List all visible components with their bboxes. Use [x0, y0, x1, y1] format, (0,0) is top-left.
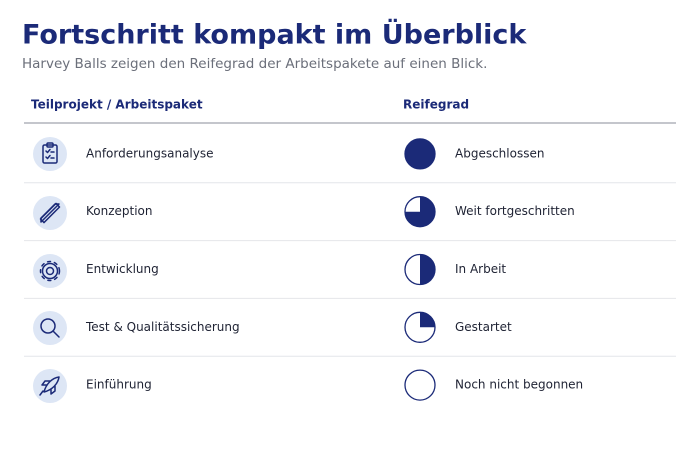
icon-badge: [33, 196, 67, 230]
work-package: Test & Qualitätssicherung: [85, 320, 240, 334]
title: Fortschritt kompakt im Überblick: [22, 18, 527, 51]
column-header: Teilprojekt / Arbeitspaket: [31, 98, 203, 112]
rows: Anforderungsanalyse Abgeschlossen Konzepti…: [24, 138, 676, 401]
subtitle: Harvey Balls zeigen den Reifegrad der Ar…: [22, 56, 487, 72]
status-label: Gestartet: [455, 320, 512, 334]
status-label: Weit fortgeschritten: [455, 204, 575, 218]
icon-badge: [33, 254, 67, 288]
status-label: Abgeschlossen: [455, 146, 544, 160]
icon-badge: [33, 311, 67, 345]
status-label: In Arbeit: [455, 262, 506, 276]
work-package: Einführung: [86, 378, 152, 392]
harvey-fill: [405, 196, 436, 227]
harvey-fill: [420, 254, 436, 285]
work-package: Entwicklung: [86, 262, 159, 276]
harvey-fill: [420, 312, 435, 328]
column-header: Reifegrad: [403, 98, 469, 112]
work-package: Konzeption: [86, 204, 153, 218]
harvey-ball: [404, 138, 436, 170]
icon-badge: [33, 369, 67, 403]
work-package: Anforderungsanalyse: [86, 146, 214, 160]
status-label: Noch nicht begonnen: [455, 378, 583, 392]
harvey-ball: [404, 369, 436, 401]
icon-badge: [33, 137, 67, 171]
